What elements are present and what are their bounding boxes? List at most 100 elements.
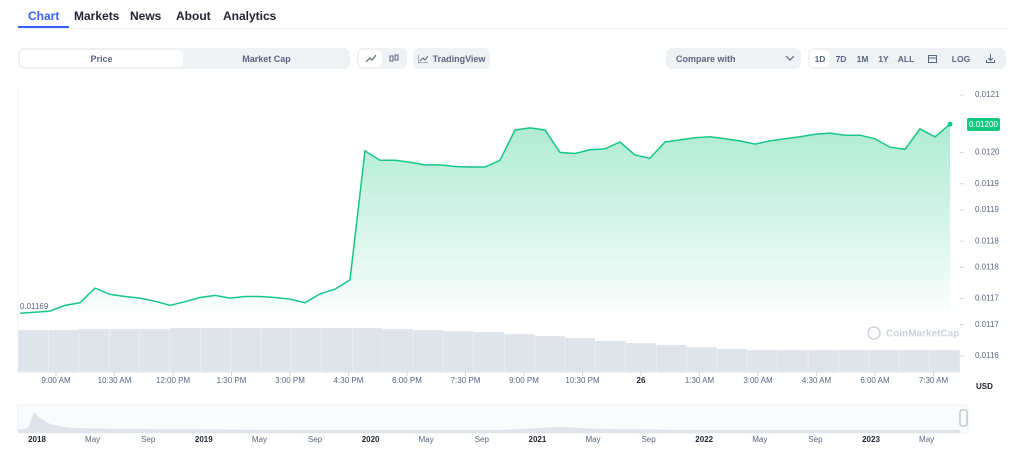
navigator-label: May: [85, 435, 100, 444]
chart-style: [357, 48, 407, 69]
watermark-text: CoinMarketCap: [886, 329, 959, 340]
volume-bar: [899, 349, 930, 373]
volume-bar: [260, 327, 292, 373]
y-tick-label: 0.0117: [975, 294, 999, 303]
volume-bar: [139, 328, 171, 373]
tradingview-button[interactable]: TradingView: [413, 48, 490, 69]
range-button[interactable]: 7D: [835, 53, 847, 64]
tab-bar: Chart Markets News About Analytics: [17, 0, 1006, 29]
navigator-label: 2021: [529, 435, 547, 444]
navigator-label: May: [752, 435, 767, 444]
navigator-label: Sep: [641, 435, 656, 444]
volume-bar: [412, 329, 444, 373]
volume-bar: [868, 349, 900, 373]
price-toggle: Price Market Cap: [18, 48, 350, 69]
volume-bar: [838, 349, 869, 373]
navigator-label: May: [919, 435, 934, 444]
x-tick-label: 6:00 PM: [392, 376, 422, 385]
currency: USD: [976, 382, 993, 391]
volume-bar: [625, 342, 657, 373]
range-button[interactable]: 1D: [810, 50, 830, 67]
navigator-label: May: [419, 435, 434, 444]
toggle-option[interactable]: Market Cap: [242, 53, 291, 64]
volume-bar: [230, 327, 262, 373]
low-label: 0.01169: [20, 302, 49, 311]
compare-dropdown[interactable]: Compare with: [666, 48, 801, 69]
y-tick-label: 0.0119: [975, 205, 999, 214]
x-tick-label: 4:30 AM: [802, 376, 832, 385]
current-price: 0.01200: [969, 120, 998, 129]
x-tick-label: 3:00 PM: [275, 376, 305, 385]
navigator-label: 2019: [195, 435, 213, 444]
navigator-label: 2022: [695, 435, 713, 444]
volume-bar: [382, 328, 414, 373]
download-icon: [985, 54, 995, 63]
x-tick-label: 3:00 AM: [743, 376, 773, 385]
navigator-label: 2020: [362, 435, 380, 444]
navigator-label: Sep: [308, 435, 323, 444]
dropdown-label: Compare with: [676, 53, 736, 64]
volume-bar: [747, 349, 778, 373]
navigator-label: Sep: [808, 435, 823, 444]
navigator-label: Sep: [141, 435, 156, 444]
volume-bar: [352, 327, 383, 373]
volume-bar: [443, 330, 474, 373]
x-tick-label: 7:30 AM: [919, 376, 949, 385]
y-tick-label: 0.0119: [975, 179, 999, 188]
volume-bar: [534, 335, 566, 373]
volume-bar: [564, 337, 596, 373]
x-tick-label: 6:00 AM: [860, 376, 890, 385]
tab[interactable]: Markets: [74, 9, 120, 23]
calendar-button[interactable]: [921, 50, 943, 67]
tab[interactable]: About: [176, 9, 211, 23]
watermark: CoinMarketCap: [867, 326, 959, 340]
x-tick-label: 10:30 PM: [565, 376, 600, 385]
x-tick-label: 10:30 AM: [98, 376, 132, 385]
current-price-tag: [967, 118, 1000, 131]
volume-bar: [716, 348, 748, 373]
volume-bar: [78, 328, 110, 373]
x-tick-label: 9:00 PM: [509, 376, 539, 385]
last-point: [947, 121, 953, 127]
x-tick-label: 4:30 PM: [334, 376, 364, 385]
range-button[interactable]: 1Y: [878, 53, 889, 64]
line-button[interactable]: [359, 50, 382, 67]
volume-bar: [200, 327, 231, 373]
y-tick-label: 0.0121: [975, 90, 1000, 99]
range-button[interactable]: ALL: [897, 53, 915, 64]
candle-button[interactable]: [383, 50, 405, 67]
volume-bar: [321, 327, 353, 373]
volume-bar: [291, 327, 323, 373]
tab[interactable]: News: [130, 9, 162, 23]
navigator-handle[interactable]: [959, 409, 968, 427]
x-tick-label: 12:00 PM: [156, 376, 191, 385]
volume-bar: [929, 349, 961, 373]
volume-bar: [17, 329, 49, 373]
range-button[interactable]: 1M: [856, 53, 869, 64]
y-tick-label: 0.0116: [975, 351, 999, 360]
x-tick-label: 7:30 PM: [451, 376, 481, 385]
volume-bar: [504, 333, 535, 373]
log-button[interactable]: LOG: [951, 53, 971, 64]
x-tick-label: 9:00 AM: [41, 376, 71, 385]
toggle-option[interactable]: Price: [20, 50, 183, 67]
candle-icon: [389, 54, 399, 62]
volume-bar: [655, 344, 687, 373]
volume-bar: [48, 329, 79, 373]
download-button[interactable]: [978, 50, 1002, 67]
tab[interactable]: Chart: [17, 9, 70, 28]
x-tick-label: 1:30 PM: [217, 376, 247, 385]
navigator-label: 2018: [28, 435, 46, 444]
volume-bar: [595, 340, 626, 373]
tab[interactable]: Analytics: [223, 9, 277, 23]
line-icon: [365, 54, 376, 62]
volume-bar: [473, 331, 505, 373]
y-tick-label: 0.0120: [975, 148, 1000, 157]
y-tick-label: 0.0118: [975, 236, 999, 245]
navigator: [17, 404, 969, 434]
button-label: TradingView: [432, 53, 486, 64]
x-tick-label: 1:30 AM: [685, 376, 715, 385]
x-tick-label: 26: [637, 376, 646, 385]
tv-icon: [417, 54, 428, 63]
